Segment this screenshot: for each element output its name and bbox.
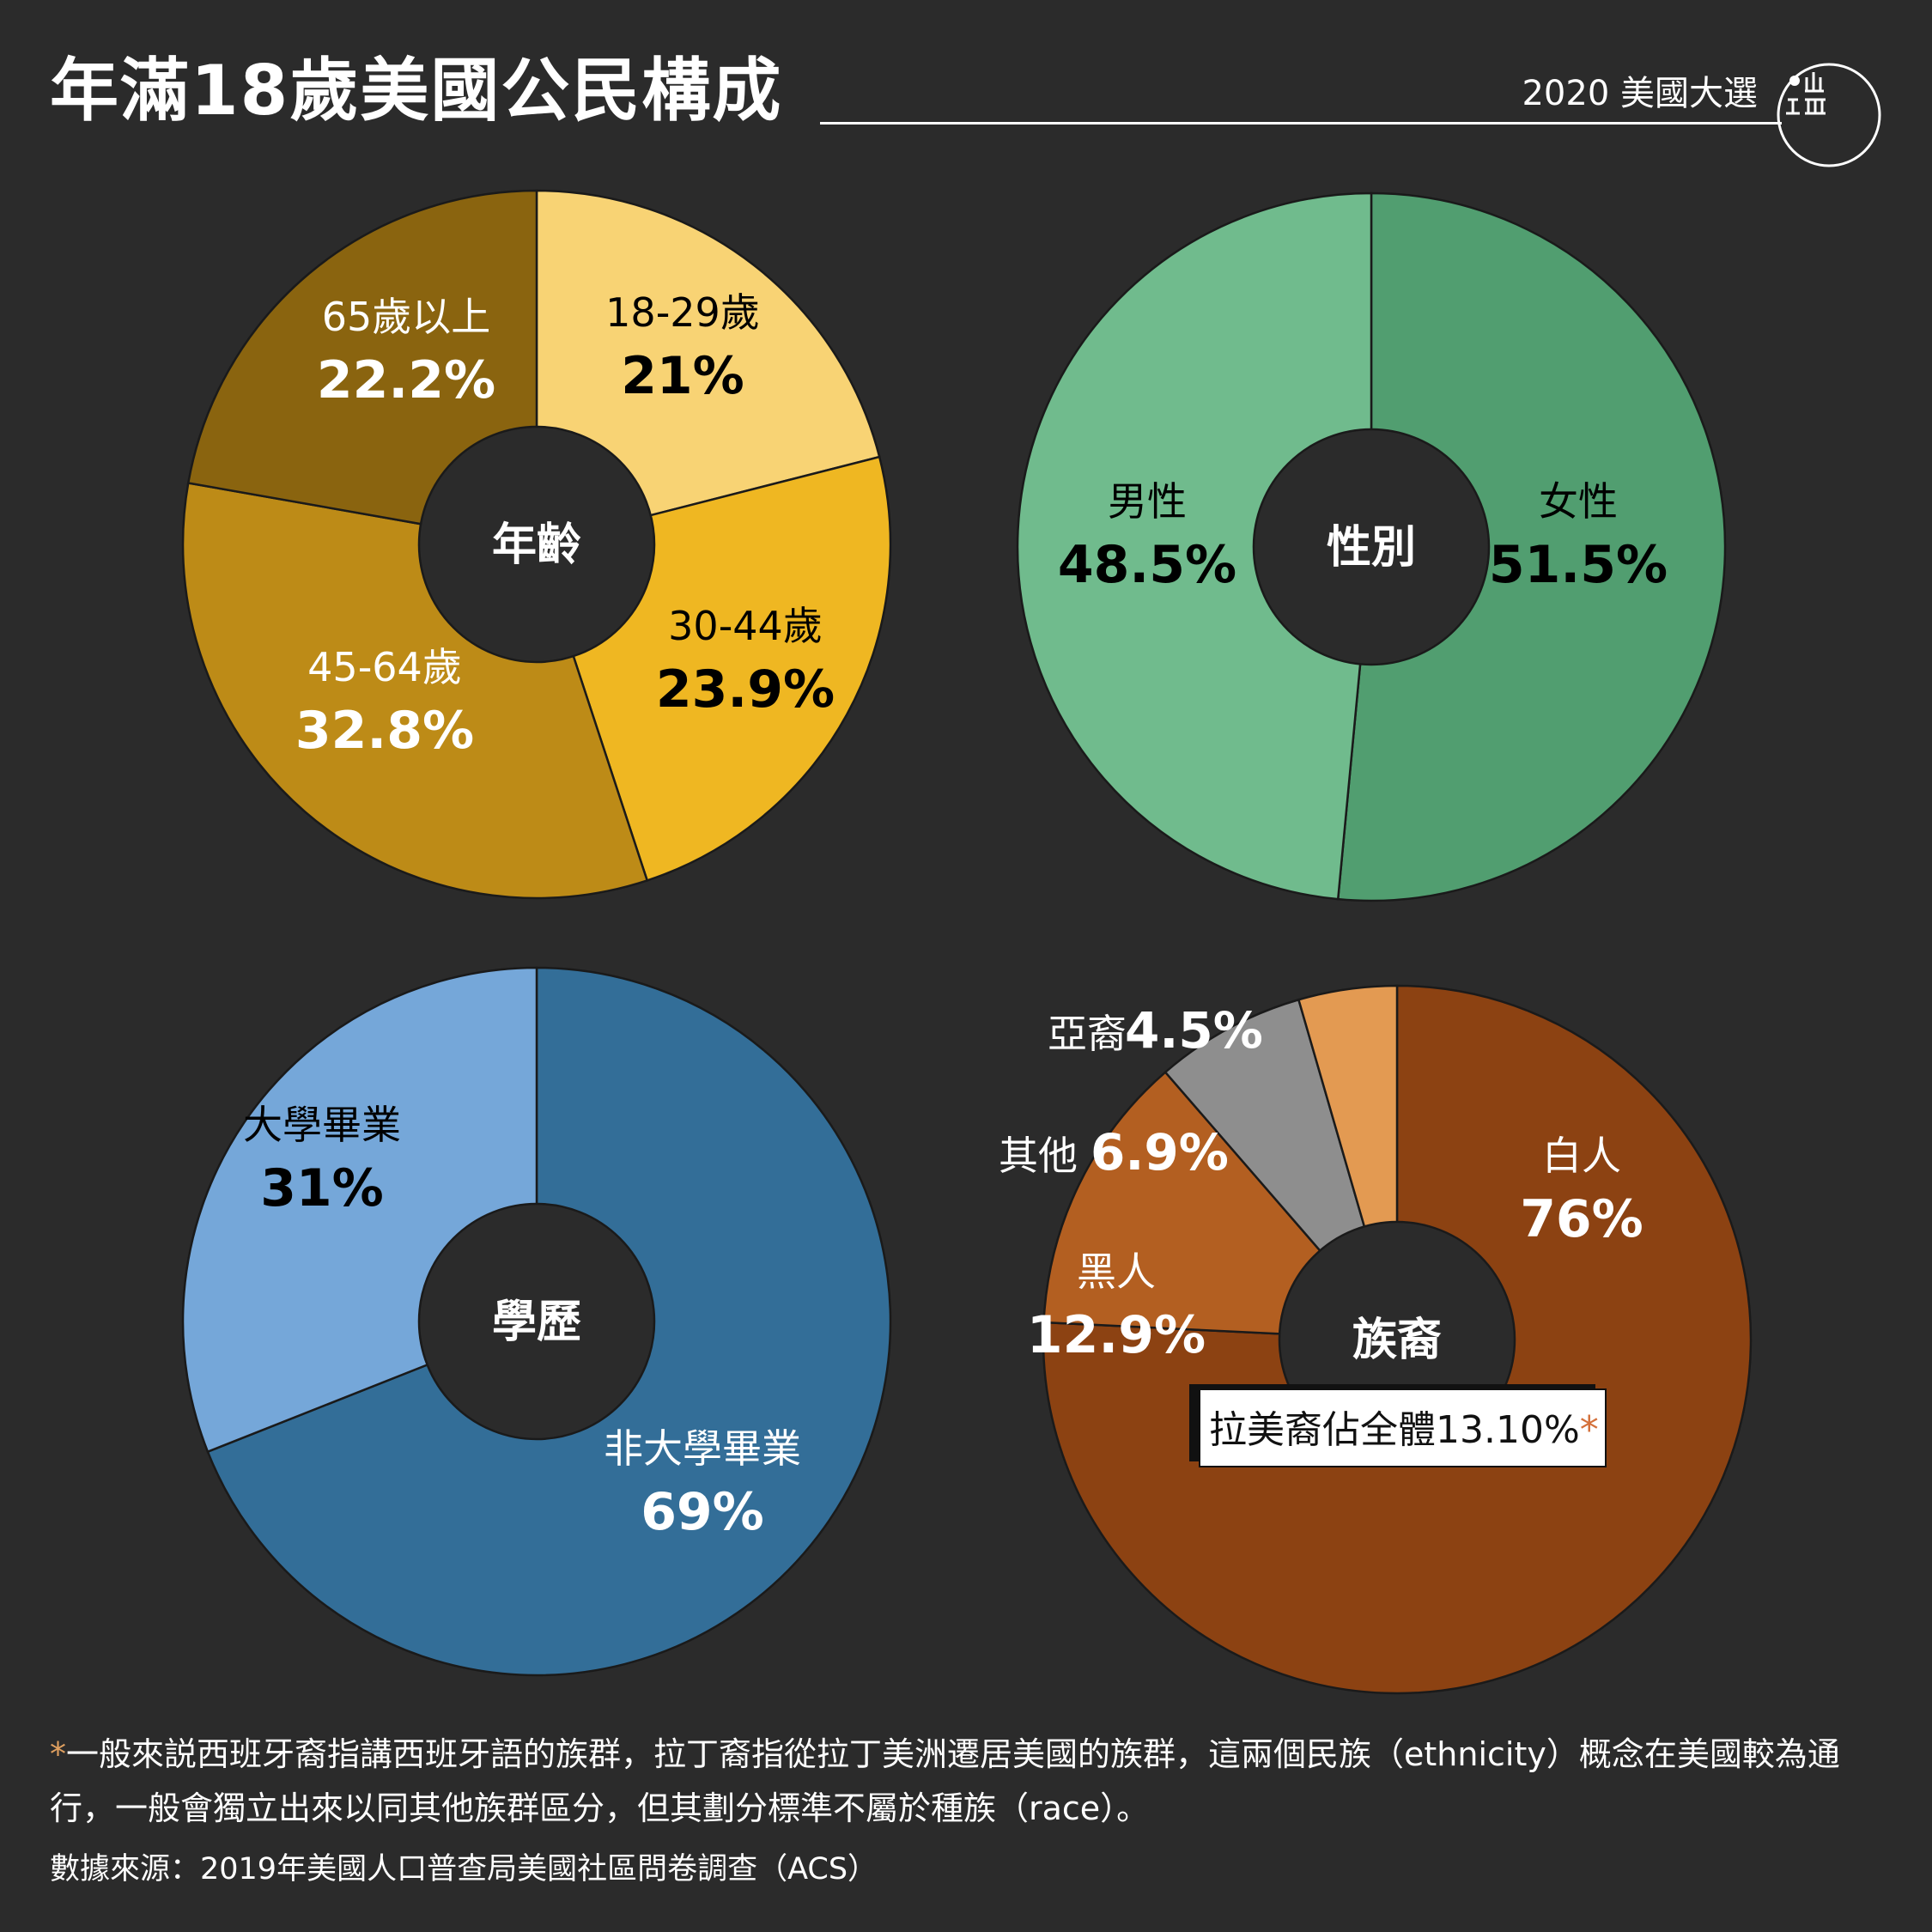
age-pie: 年齡 18-29歲 21% 30-44歲 23.9% 45-64歲 32.8% 65歲以上 22… bbox=[181, 189, 892, 900]
ethnicity-value-label: 6.9% bbox=[1091, 1123, 1229, 1182]
hispanic-annotation: 拉美裔佔全體13.10%* bbox=[1189, 1384, 1607, 1467]
gender-center-hole bbox=[1252, 428, 1491, 666]
initium-logo-icon bbox=[1777, 63, 1881, 167]
age-center-hole bbox=[417, 425, 656, 664]
ethnicity-category-label: 白人 bbox=[1542, 1133, 1621, 1179]
age-value-label: 21% bbox=[621, 346, 744, 406]
gender-value-label: 51.5% bbox=[1489, 535, 1668, 595]
gender-category-label: 女性 bbox=[1539, 478, 1618, 525]
ethnicity-category-label: 亞裔 bbox=[1048, 1011, 1127, 1057]
education-center-hole bbox=[417, 1202, 656, 1441]
age-category-label: 18-29歲 bbox=[605, 289, 760, 336]
ethnicity-pie: 族裔 白人 76% 黑人 12.9% 其他 6.9% 亞裔4.5% 拉美裔佔全體13.10%* bbox=[999, 984, 1753, 1695]
footnote-text: 一般來説西班牙裔指講西班牙語的族群，拉丁裔指從拉丁美洲遷居美國的族群，這兩個民族… bbox=[50, 1735, 1840, 1827]
annotation-box bbox=[1199, 1388, 1607, 1467]
gender-category-label: 男性 bbox=[1108, 478, 1187, 525]
age-category-label: 65歲以上 bbox=[322, 294, 491, 340]
ethnicity-category-label: 其他 bbox=[999, 1133, 1078, 1179]
ethnicity-center-label: 族裔 bbox=[1352, 1315, 1442, 1366]
gender-pie: 性別 女性 51.5% 男性 48.5% bbox=[1016, 191, 1727, 902]
annotation-marker: * bbox=[1580, 1408, 1599, 1452]
gender-center-label: 性別 bbox=[1327, 522, 1416, 574]
education-category-label: 非大學畢業 bbox=[604, 1425, 801, 1472]
annotation-text: 拉美裔佔全體13.10%* bbox=[1209, 1408, 1599, 1452]
age-center-label: 年齡 bbox=[492, 519, 581, 571]
footnote: *一般來説西班牙裔指講西班牙語的族群，拉丁裔指從拉丁美洲遷居美國的族群，這兩個民… bbox=[50, 1728, 1887, 1836]
education-category-label: 大學畢業 bbox=[243, 1102, 401, 1148]
gender-slice-2 bbox=[1016, 191, 1373, 901]
ethnicity-value-label: 76% bbox=[1520, 1189, 1643, 1249]
gender-slice-1 bbox=[1336, 191, 1727, 902]
data-source: 數據來源：2019年美國人口普查局美國社區問卷調查（ACS） bbox=[50, 1852, 878, 1886]
page-title: 年滿18歲美國公民構成 bbox=[50, 51, 783, 131]
gender-value-label: 48.5% bbox=[1058, 535, 1236, 595]
footnote-marker: * bbox=[50, 1735, 66, 1773]
ethnicity-value-label: 4.5% bbox=[1125, 1001, 1263, 1060]
education-value-label: 69% bbox=[641, 1482, 764, 1542]
age-value-label: 22.2% bbox=[317, 350, 495, 410]
ethnicity-category-label: 黑人 bbox=[1077, 1249, 1156, 1295]
header-rule bbox=[820, 122, 1782, 125]
education-center-label: 學歷 bbox=[492, 1297, 581, 1348]
age-value-label: 32.8% bbox=[295, 701, 474, 761]
age-value-label: 23.9% bbox=[656, 659, 835, 720]
age-category-label: 45-64歲 bbox=[307, 644, 462, 690]
age-slice-4 bbox=[186, 189, 538, 546]
education-value-label: 31% bbox=[260, 1158, 384, 1218]
ethnicity-slice-1 bbox=[1042, 984, 1753, 1695]
age-slice-1 bbox=[535, 189, 881, 546]
ethnicity-value-label: 12.9% bbox=[1027, 1305, 1206, 1365]
edition-label: 2020 美國大選 bbox=[1522, 74, 1758, 113]
charts-area: 年齡 18-29歲 21% 30-44歲 23.9% 45-64歲 32.8% 65歲以上 22… bbox=[181, 189, 1753, 1695]
age-category-label: 30-44歲 bbox=[668, 603, 823, 649]
